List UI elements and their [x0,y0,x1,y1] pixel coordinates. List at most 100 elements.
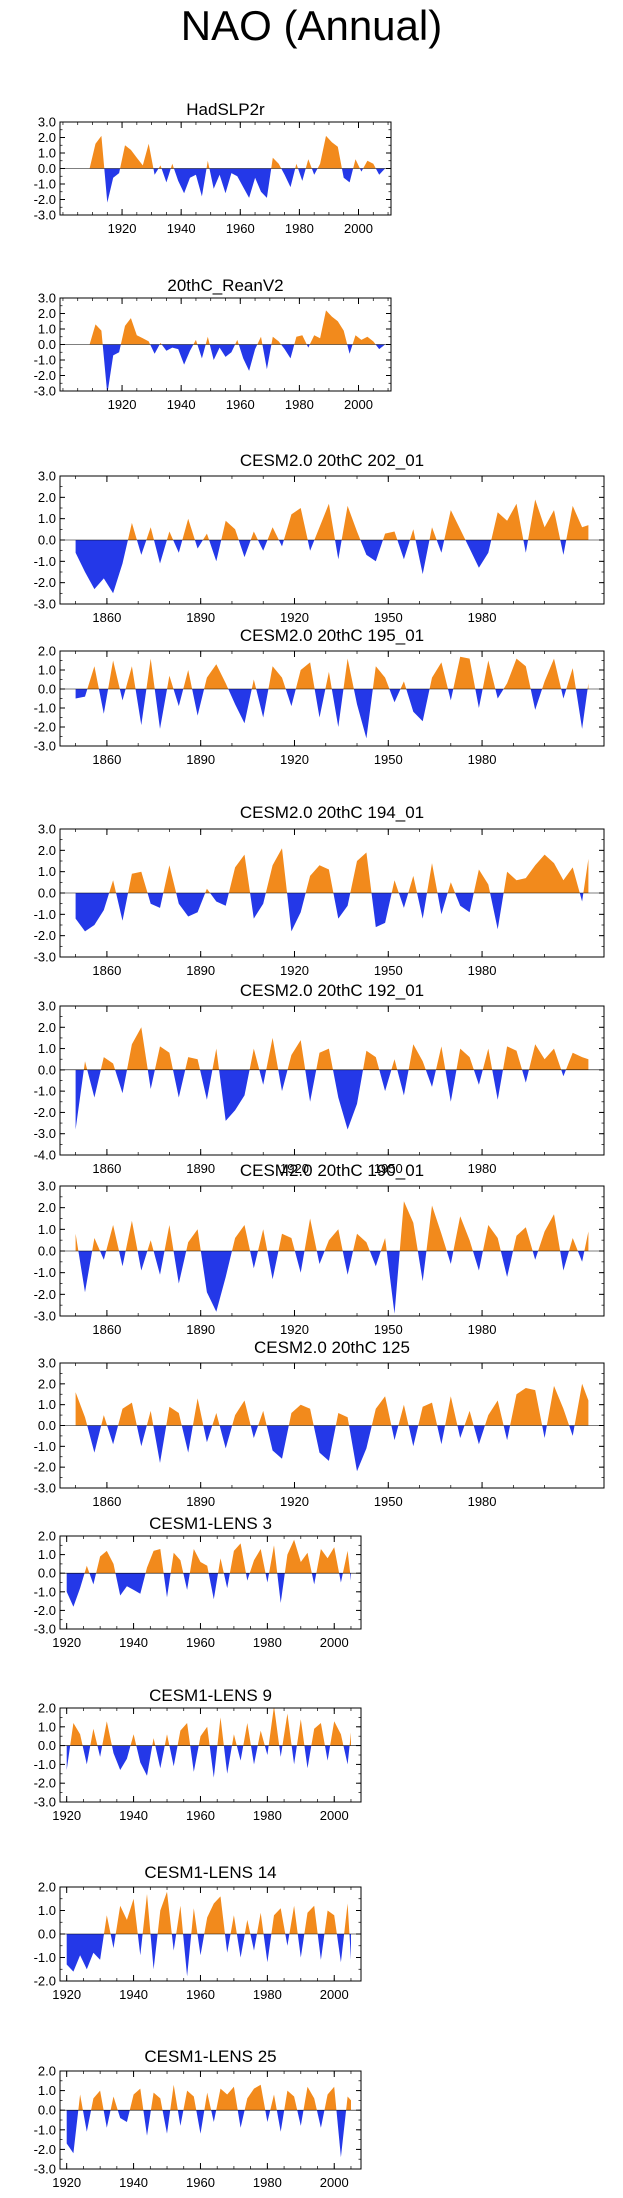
figure-title: NAO (Annual) [180,2,443,49]
positive-anomaly-area [75,499,589,540]
positive-anomaly-area [75,1383,589,1426]
x-tick-label: 1950 [374,963,403,978]
panel-4: CESM2.0 20thC 195_01 2.0 1.0 0.0 -1.0 -2.0 -3.… [34,626,605,767]
x-tick-label: 1920 [52,1987,81,2002]
x-tick-label: 1890 [186,1161,215,1176]
y-tick-label: 2.0 [38,1880,56,1895]
x-tick-label: 1960 [226,221,255,236]
negative-anomaly-area [75,689,589,739]
x-tick-label: 1920 [52,1635,81,1650]
x-tick-label: 1920 [280,963,309,978]
panel-title: CESM2.0 20thC 192_01 [240,981,424,1000]
panel-title: HadSLP2r [186,100,265,119]
positive-anomaly-area [60,310,386,345]
y-tick-label: 0.0 [38,1566,56,1581]
y-tick-label: 0.0 [38,337,56,352]
x-tick-label: 1860 [92,1322,121,1337]
x-tick-label: 1860 [92,1161,121,1176]
y-tick-label: 0.0 [38,1062,56,1077]
y-tick-label: -2.0 [34,1603,56,1618]
x-tick-label: 1950 [374,1322,403,1337]
y-tick-label: 0.0 [38,1418,56,1433]
panel-title: CESM1-LENS 14 [144,1863,276,1882]
y-tick-label: -3.0 [34,2162,56,2177]
x-tick-label: 1960 [226,397,255,412]
x-tick-label: 1920 [280,752,309,767]
y-tick-label: 2.0 [38,1376,56,1391]
x-tick-label: 1920 [52,2175,81,2190]
x-tick-label: 1860 [92,963,121,978]
x-tick-label: 2000 [320,1808,349,1823]
y-tick-label: -1.0 [34,907,56,922]
x-tick-label: 2000 [320,2175,349,2190]
negative-anomaly-area [75,1069,589,1130]
x-tick-label: 2000 [344,221,373,236]
x-tick-label: 1940 [119,1987,148,2002]
x-tick-label: 1980 [253,1987,282,2002]
y-tick-label: -1.0 [34,701,56,716]
y-tick-label: -2.0 [34,928,56,943]
y-tick-label: 1.0 [38,1903,56,1918]
plot-frame [59,1707,362,1803]
y-tick-label: -2.0 [34,1287,56,1302]
y-tick-label: -1.0 [34,1084,56,1099]
x-tick-label: 1980 [468,1322,497,1337]
y-tick-label: 3.0 [38,822,56,837]
x-tick-label: 1940 [119,1808,148,1823]
panel-5: CESM2.0 20thC 194_01 3.0 2.0 1.0 0.0 -1.0 -2.0… [34,803,605,978]
panel-title: CESM2.0 20thC 195_01 [240,626,424,645]
panel-title: CESM2.0 20thC 194_01 [240,803,424,822]
x-tick-label: 1960 [186,1635,215,1650]
x-tick-label: 1950 [374,610,403,625]
x-tick-label: 1860 [92,752,121,767]
y-tick-label: 1.0 [38,322,56,337]
y-tick-label: 0.0 [38,533,56,548]
x-tick-label: 1980 [285,221,314,236]
panel-2: 20thC_ReanV2 3.02.01.00.0-1.0-2.0-3.0 1920… [34,276,392,412]
x-tick-label: 1980 [285,397,314,412]
y-tick-label: 1.0 [38,663,56,678]
x-tick-label: 1950 [374,1161,403,1176]
y-tick-label: -2.0 [34,368,56,383]
positive-anomaly-area [66,1891,351,1934]
panel-1: HadSLP2r 3.02.01.00.0-1.0-2.0-3.0 1920 1940… [34,100,392,236]
y-tick-label: 1.0 [38,2083,56,2098]
x-tick-label: 1980 [468,1494,497,1509]
positive-anomaly-area [83,1027,589,1070]
x-tick-label: 1920 [280,610,309,625]
y-tick-label: -3.0 [34,1481,56,1496]
y-tick-label: 1.0 [38,1222,56,1237]
x-tick-label: 2000 [320,1987,349,2002]
y-tick-label: 1.0 [38,146,56,161]
y-tick-label: 1.0 [38,1041,56,1056]
panel-title: CESM2.0 20thC 202_01 [240,451,424,470]
panel-title: CESM2.0 20thC 125 [254,1338,410,1357]
x-tick-label: 1980 [468,752,497,767]
y-tick-label: 2.0 [38,1200,56,1215]
x-tick-label: 1960 [186,1987,215,2002]
positive-anomaly-area [60,135,386,169]
panel-title: CESM1-LENS 9 [149,1686,272,1705]
y-tick-label: -3.0 [34,1126,56,1141]
x-tick-label: 1920 [280,1322,309,1337]
y-tick-label: -3.0 [34,1622,56,1637]
y-tick-label: -1.0 [34,1950,56,1965]
negative-anomaly-area [66,2110,351,2158]
x-tick-label: 1890 [186,1322,215,1337]
y-tick-label: -2.0 [34,1460,56,1475]
y-tick-label: 3.0 [38,1179,56,1194]
y-tick-label: 0.0 [38,1244,56,1259]
y-tick-label: -1.0 [34,353,56,368]
y-tick-label: 1.0 [38,1547,56,1562]
x-tick-label: 2000 [344,397,373,412]
x-tick-label: 1890 [186,752,215,767]
y-tick-label: 2.0 [38,130,56,145]
x-tick-label: 1890 [186,610,215,625]
panel-title: CESM1-LENS 25 [144,2047,276,2066]
x-tick-label: 1940 [119,2175,148,2190]
y-tick-label: -1.0 [34,1265,56,1280]
y-tick-label: 0.0 [38,886,56,901]
y-tick-label: 3.0 [38,999,56,1014]
y-tick-label: -3.0 [34,384,56,399]
